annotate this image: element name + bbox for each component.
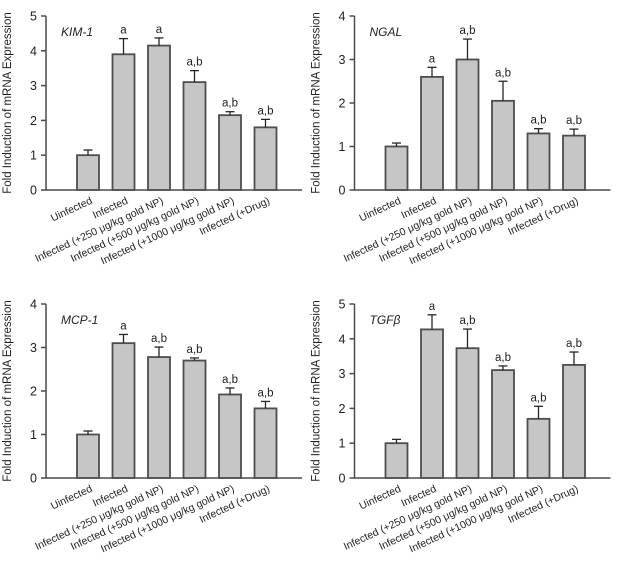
y-axis-title: Fold Induction of mRNA Expression xyxy=(311,300,323,482)
y-tick-label: 1 xyxy=(339,140,346,154)
sig-label: a,b xyxy=(566,338,582,350)
y-tick-label: 5 xyxy=(30,10,37,24)
bar xyxy=(76,154,100,191)
panel-title: MCP-1 xyxy=(61,313,98,327)
sig-label: a,b xyxy=(531,392,547,404)
bar xyxy=(491,369,515,479)
y-tick-label: 4 xyxy=(339,332,346,346)
sig-label: a,b xyxy=(531,115,547,127)
y-tick-label: 4 xyxy=(339,10,346,24)
sig-label: a,b xyxy=(495,352,511,364)
y-tick-label: 0 xyxy=(339,184,346,198)
bar xyxy=(420,328,444,479)
bar xyxy=(384,145,409,191)
sig-label: a,b xyxy=(460,315,476,327)
y-tick-label: 0 xyxy=(30,472,37,486)
bar xyxy=(147,356,171,479)
y-tick-label: 3 xyxy=(30,341,37,355)
sig-label: a,b xyxy=(258,387,274,399)
y-tick-label: 5 xyxy=(339,298,346,312)
bar xyxy=(111,53,136,191)
bar xyxy=(111,342,136,479)
bar xyxy=(420,76,444,191)
bar xyxy=(562,134,586,191)
bar xyxy=(253,407,278,479)
y-tick-label: 2 xyxy=(30,385,37,399)
sig-label: a,b xyxy=(460,25,476,37)
sig-label: a,b xyxy=(258,105,274,117)
sig-label: a,b xyxy=(495,67,511,79)
y-tick-label: 3 xyxy=(339,53,346,67)
y-tick-label: 2 xyxy=(339,402,346,416)
bar xyxy=(147,44,171,191)
x-category-label: Uinfected xyxy=(49,483,94,513)
sig-label: a xyxy=(429,301,436,313)
y-axis-title: Fold Induction of mRNA Expression xyxy=(2,12,14,194)
x-category-label: Uinfected xyxy=(49,195,94,225)
bar xyxy=(526,132,551,191)
bar xyxy=(76,433,100,479)
bar xyxy=(253,126,278,191)
bar xyxy=(526,417,551,479)
bar xyxy=(562,364,586,479)
sig-label: a xyxy=(120,320,127,332)
x-category-label: Uinfected xyxy=(357,483,402,513)
y-tick-label: 3 xyxy=(30,79,37,93)
y-tick-label: 1 xyxy=(30,149,37,163)
y-tick-label: 0 xyxy=(339,472,346,486)
y-axis-title: Fold Induction of mRNA Expression xyxy=(311,12,323,194)
bar xyxy=(384,442,409,479)
bar xyxy=(455,347,480,479)
x-category-label: Uinfected xyxy=(357,195,402,225)
panel-title: NGAL xyxy=(370,25,403,39)
panel-title: KIM-1 xyxy=(61,25,93,39)
y-tick-label: 3 xyxy=(339,367,346,381)
y-tick-label: 2 xyxy=(30,114,37,128)
bar xyxy=(455,58,480,191)
sig-label: a,b xyxy=(187,344,203,356)
y-axis-title: Fold Induction of mRNA Expression xyxy=(2,300,14,482)
sig-label: a,b xyxy=(187,57,203,69)
y-tick-label: 4 xyxy=(30,44,37,58)
sig-label: a,b xyxy=(151,333,167,345)
bar xyxy=(491,99,515,191)
bar xyxy=(218,114,242,191)
sig-label: a,b xyxy=(222,98,238,110)
sig-label: a,b xyxy=(222,374,238,386)
y-tick-label: 1 xyxy=(30,428,37,442)
sig-label: a xyxy=(429,53,436,65)
y-tick-label: 2 xyxy=(339,97,346,111)
bar xyxy=(182,359,207,479)
bar xyxy=(218,393,242,479)
sig-label: a,b xyxy=(566,115,582,127)
sig-label: a xyxy=(120,25,127,37)
y-tick-label: 1 xyxy=(339,437,346,451)
sig-label: a xyxy=(156,24,163,36)
y-tick-label: 0 xyxy=(30,184,37,198)
bar xyxy=(182,81,207,191)
y-tick-label: 4 xyxy=(30,298,37,312)
panel-title: TGFβ xyxy=(370,313,401,327)
